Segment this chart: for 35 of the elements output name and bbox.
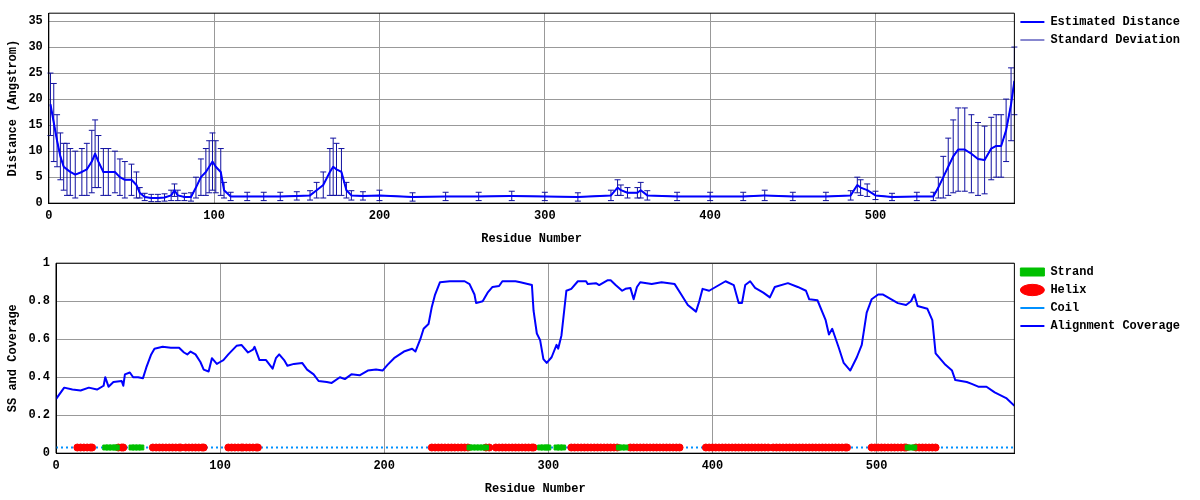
y-axis-title: SS and Coverage (6, 304, 21, 413)
y-tick-label: 35 (28, 14, 43, 29)
y-tick-label: 0.6 (28, 332, 50, 347)
x-axis-title: Residue Number (484, 481, 586, 496)
y-tick-label: 0.4 (28, 370, 50, 385)
x-tick-label: 500 (865, 459, 888, 474)
legend-label: Strand (1050, 265, 1094, 280)
x-axis-title: Residue Number (481, 231, 582, 246)
y-axis-title: Distance (Angstrom) (6, 39, 21, 177)
x-tick-label: 400 (699, 209, 721, 224)
legend-label: Coil (1050, 301, 1080, 316)
x-tick-label: 300 (534, 209, 556, 224)
x-tick-label: 300 (537, 459, 560, 474)
y-tick-label: 0 (42, 446, 50, 461)
y-tick-label: 0.8 (28, 294, 50, 309)
y-tick-label: 25 (28, 66, 43, 81)
x-tick-label: 500 (864, 209, 887, 224)
x-tick-label: 200 (373, 459, 396, 474)
x-tick-label: 200 (368, 209, 391, 224)
legend-label: Alignment Coverage (1050, 319, 1180, 334)
y-tick-label: 15 (28, 118, 43, 133)
x-tick-label: 0 (52, 459, 60, 474)
y-tick-label: 10 (28, 144, 43, 159)
legend-label: Estimated Distance (1050, 15, 1180, 30)
x-tick-label: 100 (209, 459, 231, 474)
x-tick-label: 100 (203, 209, 225, 224)
x-tick-label: 400 (701, 459, 724, 474)
y-tick-label: 30 (28, 40, 43, 55)
y-tick-label: 0 (35, 196, 43, 211)
y-tick-label: 0.2 (28, 408, 50, 423)
y-tick-label: 20 (28, 92, 43, 107)
y-tick-label: 1 (42, 256, 50, 271)
legend-label: Helix (1050, 283, 1087, 298)
y-tick-label: 5 (35, 170, 43, 185)
legend-label: Standard Deviation (1050, 33, 1180, 48)
